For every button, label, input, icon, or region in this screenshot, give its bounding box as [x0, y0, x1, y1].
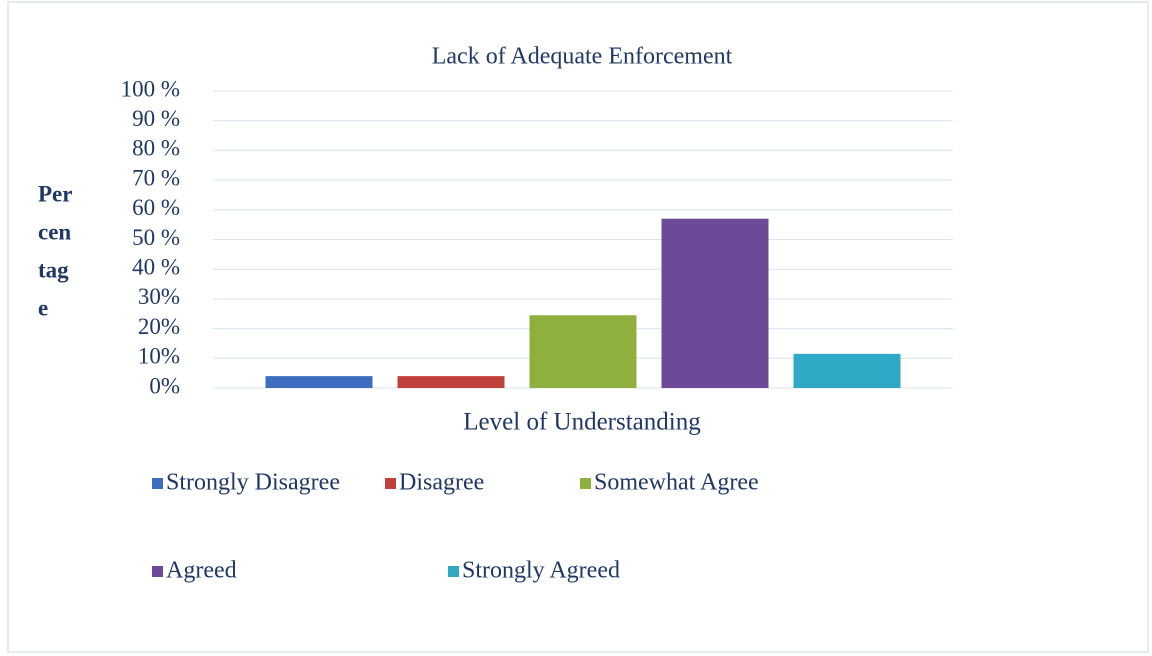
legend-label: Disagree	[399, 470, 484, 496]
chart-title: Lack of Adequate Enforcement	[432, 44, 733, 70]
legend-label: Somewhat Agree	[594, 470, 759, 496]
y-tick-label: 10%	[138, 344, 180, 369]
legend-marker	[580, 478, 591, 489]
legend-label: Strongly Agreed	[462, 558, 620, 584]
chart-frame	[7, 1, 1149, 653]
x-axis-label: Level of Understanding	[463, 409, 701, 436]
bar	[265, 376, 373, 388]
bar	[793, 353, 901, 388]
bar	[529, 315, 637, 388]
legend-marker	[448, 566, 459, 577]
legend-label: Agreed	[166, 558, 237, 584]
y-axis-label: cen	[38, 219, 71, 244]
y-axis-label: Per	[38, 181, 72, 206]
y-tick-label: 50 %	[132, 225, 180, 250]
y-tick-label: 90 %	[132, 106, 180, 131]
y-tick-label: 80 %	[132, 136, 180, 161]
legend-marker	[152, 566, 163, 577]
y-tick-label: 0%	[149, 373, 180, 398]
y-tick-label: 60 %	[132, 195, 180, 220]
bar	[397, 376, 505, 388]
legend-label: Strongly Disagree	[166, 470, 340, 496]
y-tick-label: 70 %	[132, 165, 180, 190]
y-tick-label: 20%	[138, 314, 180, 339]
legend-marker	[152, 478, 163, 489]
y-tick-label: 30%	[138, 284, 180, 309]
y-axis-label: tag	[38, 257, 69, 282]
y-tick-label: 40 %	[132, 254, 180, 279]
y-tick-label: 100 %	[121, 76, 180, 101]
y-axis-label: e	[38, 295, 48, 320]
legend-marker	[385, 478, 396, 489]
bar	[661, 218, 769, 388]
